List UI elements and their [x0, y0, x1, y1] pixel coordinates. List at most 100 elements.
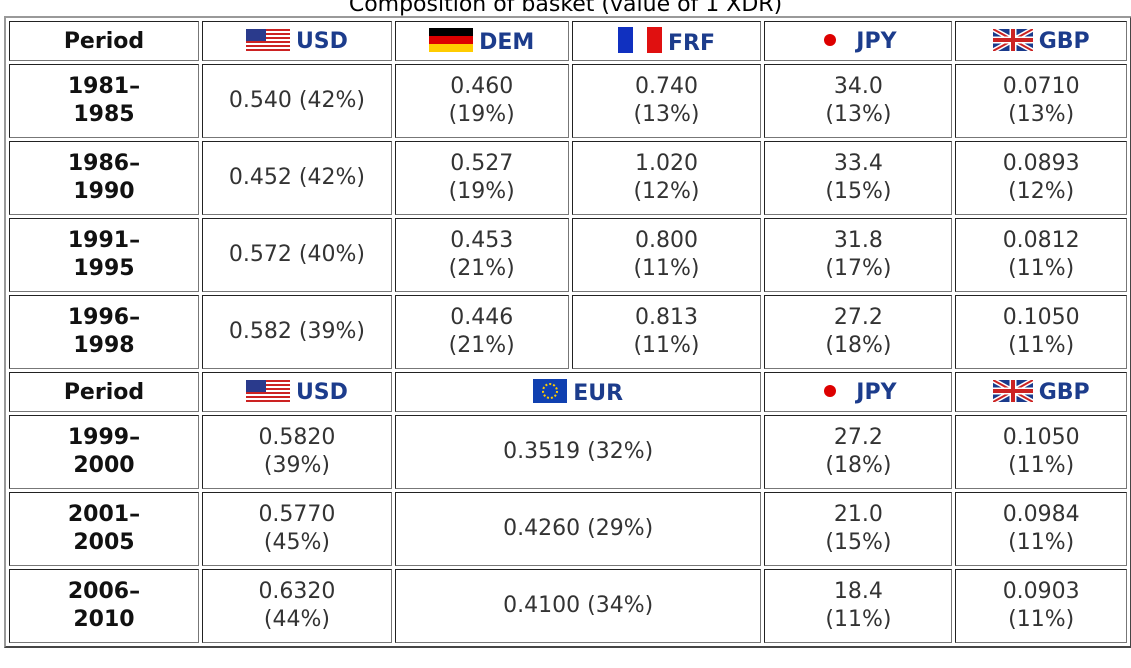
- period-cell: 1981–1985: [9, 64, 199, 138]
- data-row: 1981–1985 0.540 (42%) 0.460 (19%) 0.740 (13…: [9, 64, 1127, 138]
- header-cell: USD: [201, 21, 392, 61]
- basket-table: Period USD DEM FRF JPY GBP 1981–1985 0.540 (42%…: [4, 16, 1131, 648]
- caption: Composition of basket (value of 1 XDR): [348, 0, 783, 17]
- period-cell: 1986–1990: [9, 141, 199, 215]
- value-cell: 1.020 (12%): [571, 141, 762, 215]
- cell-text: 0.6320 (44%): [258, 579, 336, 632]
- value-cell: 0.446 (21%): [394, 295, 569, 369]
- header-cell: JPY: [764, 21, 953, 61]
- header-text: GBP: [1038, 379, 1090, 405]
- value-cell: 0.0710 (13%): [955, 64, 1127, 138]
- cell-text: 31.8 (17%): [825, 228, 892, 281]
- value-cell: 0.0893 (12%): [955, 141, 1127, 215]
- value-cell: 0.3519 (32%): [394, 415, 762, 489]
- value-cell: 34.0 (13%): [764, 64, 953, 138]
- cell-text: 0.572 (40%): [228, 242, 365, 267]
- period-cell: 2006–2010: [9, 569, 199, 643]
- cell-text: 21.0 (15%): [825, 502, 892, 555]
- cell-text: 0.453 (21%): [448, 228, 515, 281]
- value-cell: 0.0984 (11%): [955, 492, 1127, 566]
- cell-text: 0.0903 (11%): [1002, 579, 1080, 632]
- cell-text: 0.800 (11%): [633, 228, 700, 281]
- cell-text: 0.452 (42%): [228, 165, 365, 190]
- cell-text: 27.2 (18%): [825, 425, 892, 478]
- header-row: Period USD DEM FRF JPY GBP: [9, 21, 1127, 61]
- cell-text: 0.446 (21%): [448, 305, 515, 358]
- value-cell: 0.0903 (11%): [955, 569, 1127, 643]
- cell-text: 1986–1990: [67, 151, 141, 204]
- header-text: FRF: [667, 30, 715, 56]
- header-text: EUR: [573, 380, 624, 406]
- value-cell: 0.453 (21%): [394, 218, 569, 292]
- value-cell: 0.460 (19%): [394, 64, 569, 138]
- value-cell: 0.5820 (39%): [201, 415, 392, 489]
- value-cell: 0.452 (42%): [201, 141, 392, 215]
- cell-text: 0.0893 (12%): [1002, 151, 1080, 204]
- data-row: 2006–2010 0.6320 (44%) 0.4100 (34%) 18.4 (1…: [9, 569, 1127, 643]
- cell-text: 1991–1995: [67, 228, 141, 281]
- header-cell: GBP: [955, 372, 1127, 412]
- cell-text: 0.813 (11%): [633, 305, 700, 358]
- value-cell: 0.813 (11%): [571, 295, 762, 369]
- cell-text: 0.540 (42%): [228, 88, 365, 113]
- header-text: Period: [63, 28, 145, 54]
- value-cell: 21.0 (15%): [764, 492, 953, 566]
- header-cell: DEM: [394, 21, 569, 61]
- value-cell: 27.2 (18%): [764, 295, 953, 369]
- value-cell: 0.527 (19%): [394, 141, 569, 215]
- value-cell: 0.6320 (44%): [201, 569, 392, 643]
- value-cell: 0.540 (42%): [201, 64, 392, 138]
- value-cell: 0.4260 (29%): [394, 492, 762, 566]
- value-cell: 18.4 (11%): [764, 569, 953, 643]
- cell-text: 0.582 (39%): [228, 319, 365, 344]
- cell-text: 0.0812 (11%): [1002, 228, 1080, 281]
- cell-text: 0.460 (19%): [448, 74, 515, 127]
- value-cell: 0.800 (11%): [571, 218, 762, 292]
- header-row: Period USD EUR JPY GBP: [9, 372, 1127, 412]
- cell-text: 0.1050 (11%): [1002, 425, 1080, 478]
- cell-text: 0.740 (13%): [633, 74, 700, 127]
- header-cell: JPY: [764, 372, 953, 412]
- cell-text: 1996–1998: [67, 305, 141, 358]
- header-text: USD: [295, 28, 348, 54]
- header-text: GBP: [1038, 28, 1090, 54]
- cell-text: 27.2 (18%): [825, 305, 892, 358]
- header-cell: GBP: [955, 21, 1127, 61]
- cell-text: 18.4 (11%): [825, 579, 892, 632]
- data-row: 1991–1995 0.572 (40%) 0.453 (21%) 0.800 (11…: [9, 218, 1127, 292]
- cell-text: 0.4100 (34%): [503, 593, 654, 618]
- cell-text: 2006–2010: [67, 579, 141, 632]
- header-text: DEM: [479, 29, 535, 55]
- cell-text: 2001–2005: [67, 502, 141, 555]
- period-cell: 2001–2005: [9, 492, 199, 566]
- cell-text: 1981–1985: [67, 74, 141, 127]
- cell-text: 0.3519 (32%): [503, 439, 654, 464]
- cell-text: 0.5820 (39%): [258, 425, 336, 478]
- cell-text: 1999–2000: [67, 425, 141, 478]
- period-cell: 1996–1998: [9, 295, 199, 369]
- value-cell: 33.4 (15%): [764, 141, 953, 215]
- value-cell: 0.740 (13%): [571, 64, 762, 138]
- cell-text: 1.020 (12%): [633, 151, 700, 204]
- cell-text: 0.5770 (45%): [258, 502, 336, 555]
- value-cell: 31.8 (17%): [764, 218, 953, 292]
- value-cell: 0.1050 (11%): [955, 295, 1127, 369]
- data-row: 1996–1998 0.582 (39%) 0.446 (21%) 0.813 (11…: [9, 295, 1127, 369]
- header-cell: EUR: [394, 372, 762, 412]
- header-text: Period: [63, 379, 145, 405]
- data-row: 1986–1990 0.452 (42%) 0.527 (19%) 1.020 (12…: [9, 141, 1127, 215]
- header-cell: FRF: [571, 21, 762, 61]
- cell-text: 0.4260 (29%): [503, 516, 654, 541]
- header-cell: USD: [201, 372, 392, 412]
- value-cell: 0.582 (39%): [201, 295, 392, 369]
- value-cell: 0.1050 (11%): [955, 415, 1127, 489]
- cell-text: 34.0 (13%): [825, 74, 892, 127]
- period-cell: 1999–2000: [9, 415, 199, 489]
- cell-text: 0.0984 (11%): [1002, 502, 1080, 555]
- header-text: JPY: [856, 379, 897, 405]
- data-row: 1999–2000 0.5820 (39%) 0.3519 (32%) 27.2 (1…: [9, 415, 1127, 489]
- cell-text: 0.527 (19%): [448, 151, 515, 204]
- header-text: JPY: [856, 28, 897, 54]
- value-cell: 27.2 (18%): [764, 415, 953, 489]
